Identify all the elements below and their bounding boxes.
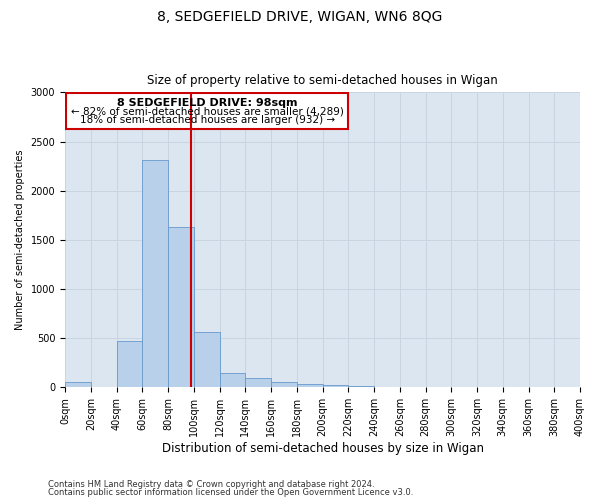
X-axis label: Distribution of semi-detached houses by size in Wigan: Distribution of semi-detached houses by … [161,442,484,455]
Title: Size of property relative to semi-detached houses in Wigan: Size of property relative to semi-detach… [147,74,498,87]
Text: Contains public sector information licensed under the Open Government Licence v3: Contains public sector information licen… [48,488,413,497]
Bar [116,340,142,388]
Bar [168,227,194,388]
Bar [245,378,271,388]
Bar [348,386,374,388]
Text: Contains HM Land Registry data © Crown copyright and database right 2024.: Contains HM Land Registry data © Crown c… [48,480,374,489]
Text: ← 82% of semi-detached houses are smaller (4,289): ← 82% of semi-detached houses are smalle… [71,106,344,117]
Bar [194,332,220,388]
Bar [271,382,297,388]
Bar [220,372,245,388]
Bar [67,93,348,128]
Text: 18% of semi-detached houses are larger (932) →: 18% of semi-detached houses are larger (… [80,116,335,126]
Y-axis label: Number of semi-detached properties: Number of semi-detached properties [15,150,25,330]
Text: 8 SEDGEFIELD DRIVE: 98sqm: 8 SEDGEFIELD DRIVE: 98sqm [117,98,298,108]
Text: 8, SEDGEFIELD DRIVE, WIGAN, WN6 8QG: 8, SEDGEFIELD DRIVE, WIGAN, WN6 8QG [157,10,443,24]
Bar [65,382,91,388]
Bar [297,384,323,388]
Bar [323,386,348,388]
Bar [142,160,168,388]
